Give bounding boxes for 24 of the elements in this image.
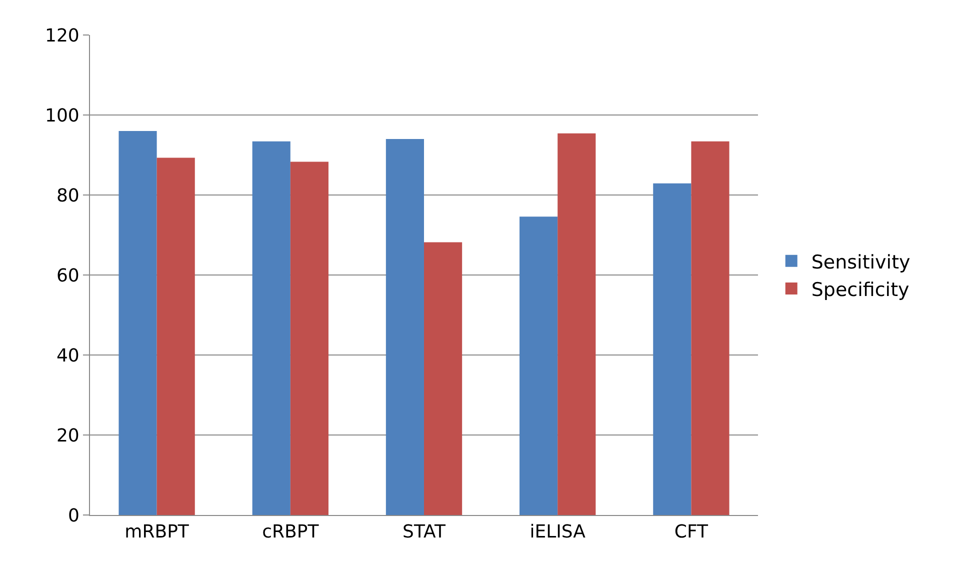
x-tick-label: CFT [674, 522, 709, 543]
y-tick-label: 100 [45, 105, 80, 126]
bar [290, 162, 328, 515]
x-tick-label: iELISA [530, 522, 586, 543]
legend-label: Specificity [811, 278, 910, 301]
y-tick-label: 120 [45, 25, 80, 46]
bar [558, 133, 596, 515]
y-tick-label: 80 [56, 185, 80, 206]
y-tick-label: 60 [56, 265, 80, 286]
bar [691, 141, 730, 515]
x-tick-label: mRBPT [124, 522, 190, 543]
bar [520, 216, 558, 515]
bar [653, 183, 692, 515]
bar [386, 139, 424, 515]
y-tick-label: 40 [56, 345, 80, 366]
bar [118, 131, 157, 515]
legend-label: Sensitivity [811, 251, 910, 274]
bar [424, 242, 462, 515]
x-tick-label: STAT [402, 522, 446, 543]
y-tick-label: 0 [68, 505, 80, 526]
bar [156, 158, 195, 515]
y-tick-label: 20 [56, 425, 80, 446]
x-tick-label: cRBPT [262, 522, 320, 543]
bar [252, 141, 290, 515]
